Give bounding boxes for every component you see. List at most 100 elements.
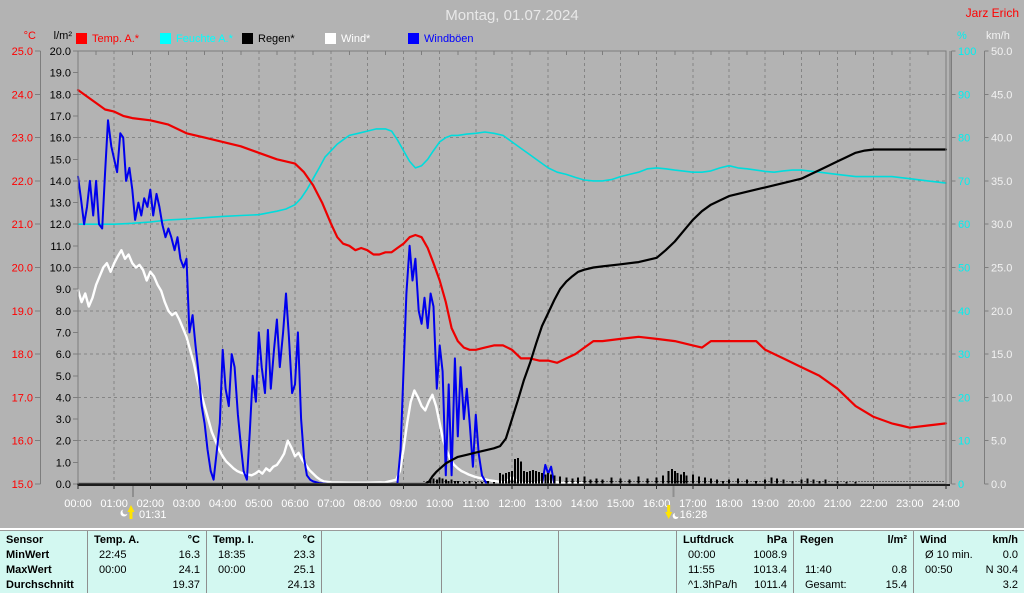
x-tick-label: 17:00 <box>679 498 707 510</box>
x-tick-label: 08:00 <box>354 498 382 510</box>
rain-axis-tick-label: 0.0 <box>56 479 71 491</box>
humidity-axis-tick-label: 80 <box>958 133 970 145</box>
rain-axis-tick-label: 16.0 <box>50 133 71 145</box>
table-header-row: Wind km/h <box>914 533 1024 548</box>
rain-axis-tick-label: 5.0 <box>56 371 71 383</box>
cell-value: 19.37 <box>172 579 200 591</box>
legend-item-windboeen: Windböen <box>408 33 474 45</box>
x-axis-labels: 00:00 01:00 02:00 03:00 04:00 05:00 06:00 07:00… <box>64 484 960 510</box>
table-row <box>794 548 913 563</box>
x-tick-label: 02:00 <box>137 498 165 510</box>
sensor-unit: km/h <box>992 534 1018 546</box>
series-temp-a- <box>76 88 948 429</box>
table-row: 00:50 N 30.4 <box>914 563 1024 578</box>
table-header-row: Regen l/m² <box>794 533 913 548</box>
temp-axis-tick-label: 25.0 <box>12 46 33 58</box>
table-header-row <box>322 533 441 548</box>
temp-axis: 15.0 16.0 17.0 18.0 19.0 20.0 21.0 22.0 23.0 24.0… <box>12 46 41 491</box>
windspeed-axis-tick-label: 15.0 <box>991 349 1012 361</box>
table-row: Ø 10 min. 0.0 <box>914 548 1024 563</box>
rain-axis-tick-label: 19.0 <box>50 68 71 80</box>
humidity-axis-unit: % <box>957 30 967 42</box>
table-row: MaxWert <box>0 563 87 578</box>
feuchte-a-swatch-icon <box>160 33 171 44</box>
sensor-name: Regen <box>800 534 834 546</box>
table-row <box>559 578 676 593</box>
table-divider <box>0 528 1024 530</box>
halfhour-ticks <box>95 51 929 55</box>
windspeed-axis-tick-label: 20.0 <box>991 306 1012 318</box>
rain-axis-tick-label: 6.0 <box>56 349 71 361</box>
table-row <box>559 563 676 578</box>
table-row <box>322 578 441 593</box>
table-row: MinWert <box>0 548 87 563</box>
cell-value: 24.13 <box>287 579 315 591</box>
summary-table: Sensor MinWert MaxWert Durchschnitt Temp. A.… <box>0 530 1024 593</box>
cell-value: 15.4 <box>885 579 907 591</box>
cell-time: 11:40 <box>805 564 832 576</box>
sensor-name: Wind <box>920 534 947 546</box>
table-column-temp-i: Temp. I. °C 18:35 23.3 00:00 25.1 24.13 <box>207 531 322 593</box>
table-row: 00:00 25.1 <box>207 563 321 578</box>
station-name: Jarz Erich <box>965 6 1019 20</box>
moonset-icon <box>665 505 680 519</box>
x-tick-label: 05:00 <box>245 498 273 510</box>
cell-value: 25.1 <box>293 564 315 576</box>
row-label: MinWert <box>6 549 50 561</box>
rain-axis-tick-label: 1.0 <box>56 457 71 469</box>
series-feuchte-a- <box>77 128 947 225</box>
page-title: Montag, 01.07.2024 <box>445 7 579 24</box>
table-row <box>322 563 441 578</box>
windspeed-axis-tick-label: 25.0 <box>991 263 1012 275</box>
rain-axis-tick-label: 8.0 <box>56 306 71 318</box>
x-tick-label: 03:00 <box>173 498 201 510</box>
rain-axis-tick-label: 9.0 <box>56 284 71 296</box>
windboeen-swatch-icon <box>408 33 419 44</box>
windspeed-axis-tick-label: 50.0 <box>991 46 1012 58</box>
temp-axis-tick-label: 24.0 <box>12 89 33 101</box>
wind-axis-unit: km/h <box>986 30 1010 42</box>
cell-time: 11:55 <box>688 564 715 576</box>
rain-axis-tick-label: 17.0 <box>50 111 71 123</box>
x-tick-label: 20:00 <box>788 498 816 510</box>
windspeed-axis-tick-label: 10.0 <box>991 392 1012 404</box>
humidity-axis-tick-label: 40 <box>958 306 970 318</box>
table-row: 00:00 24.1 <box>88 563 206 578</box>
cell-value: 1013.4 <box>753 564 787 576</box>
humidity-axis-tick-label: 90 <box>958 89 970 101</box>
humidity-axis-tick-label: 100 <box>958 46 976 58</box>
table-row: 22:45 16.3 <box>88 548 206 563</box>
rain-axis: 0.0 1.0 2.0 3.0 4.0 5.0 6.0 7.0 8.0 9.0 10.0 11.0 12… <box>50 46 78 491</box>
rain-axis-tick-label: 4.0 <box>56 392 71 404</box>
humidity-axis: 0 10 20 30 40 50 60 70 80 90 100 <box>951 46 976 491</box>
moonrise-icon <box>120 505 135 519</box>
windspeed-axis-tick-label: 5.0 <box>991 436 1006 448</box>
table-row: 3.2 <box>914 578 1024 593</box>
sensor-unit: hPa <box>766 534 787 546</box>
rain-axis-tick-label: 11.0 <box>50 241 71 253</box>
x-tick-label: 23:00 <box>896 498 924 510</box>
table-row <box>442 578 558 593</box>
table-row: 19.37 <box>88 578 206 593</box>
x-tick-label: 18:00 <box>715 498 743 510</box>
table-column-temp-a: Temp. A. °C 22:45 16.3 00:00 24.1 19.37 <box>88 531 207 593</box>
windspeed-axis-tick-label: 45.0 <box>991 89 1012 101</box>
table-row: Gesamt: 15.4 <box>794 578 913 593</box>
cell-value: 0.8 <box>891 564 907 576</box>
table-row: ^1.3hPa/h 1011.4 <box>677 578 793 593</box>
rain-axis-tick-label: 12.0 <box>50 219 71 231</box>
sensor-unit: l/m² <box>887 534 907 546</box>
marker-time: 01:31 <box>139 509 167 521</box>
cell-time: 18:35 <box>218 549 246 561</box>
table-column-wind: Wind km/h Ø 10 min. 0.0 00:50 N 30.4 3.2 <box>914 531 1024 593</box>
cell-time: 00:00 <box>688 549 716 561</box>
temp-axis-tick-label: 17.0 <box>12 392 33 404</box>
cell-value: 0.0 <box>1002 549 1018 561</box>
row-label: Sensor <box>6 534 44 546</box>
table-row: 11:55 1013.4 <box>677 563 793 578</box>
temp-axis-tick-label: 18.0 <box>12 349 33 361</box>
series-wind <box>76 248 586 485</box>
legend-label: Regen* <box>258 33 295 45</box>
row-label: Durchschnitt <box>6 579 74 591</box>
